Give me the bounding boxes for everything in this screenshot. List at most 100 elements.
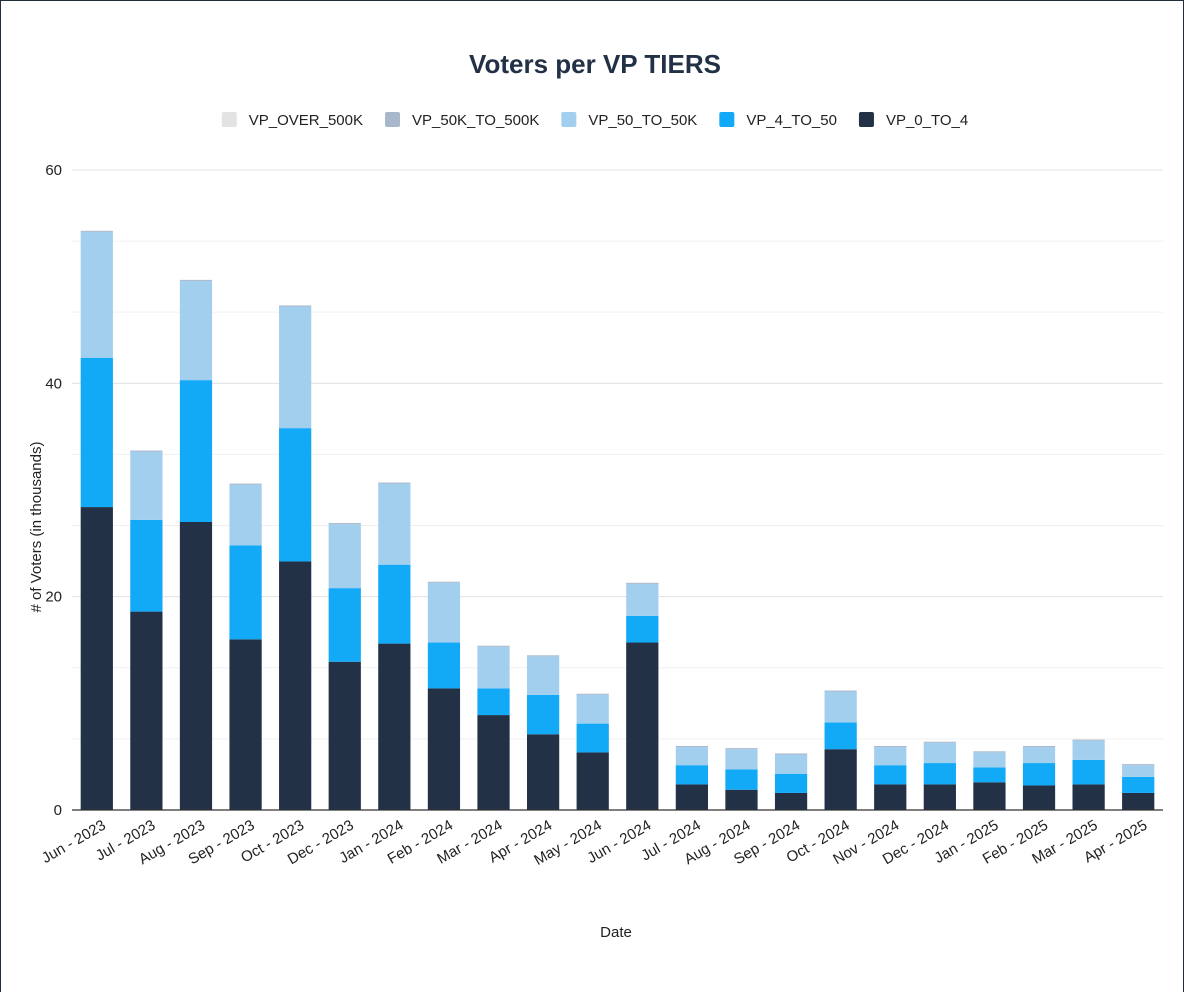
y-axis-title: # of Voters (in thousands) [28, 442, 45, 613]
bar-segment-vp-0-to-4[interactable] [576, 752, 609, 810]
bar-segment-vp-0-to-4[interactable] [378, 643, 411, 810]
bar-segment-vp-50k-to-500k[interactable] [378, 482, 411, 484]
bar-segment-vp-50-to-50k[interactable] [923, 742, 956, 764]
bar-segment-vp-0-to-4[interactable] [179, 522, 213, 810]
bar-segment-vp-50k-to-500k[interactable] [80, 230, 113, 232]
legend-label: VP_50K_TO_500K [412, 112, 539, 129]
bar-segment-vp-50-to-50k[interactable] [130, 451, 163, 520]
legend-item-vp-50-to-50k[interactable]: VP_50_TO_50K [561, 112, 697, 129]
bar-segment-vp-4-to-50[interactable] [328, 588, 361, 662]
bar-segment-vp-50k-to-500k[interactable] [1022, 746, 1056, 748]
bar-segment-vp-50k-to-500k[interactable] [526, 655, 560, 657]
bar-segment-vp-0-to-4[interactable] [477, 715, 510, 810]
bar-segment-vp-4-to-50[interactable] [675, 765, 709, 785]
legend-swatch [561, 112, 577, 127]
bar-segment-vp-0-to-4[interactable] [874, 784, 907, 810]
legend-item-vp-4-to-50[interactable]: VP_4_TO_50 [719, 112, 837, 129]
bar-segment-vp-50-to-50k[interactable] [229, 484, 262, 546]
legend-swatch [858, 112, 874, 127]
bar-segment-vp-50-to-50k[interactable] [1022, 747, 1056, 764]
bar-segment-vp-50k-to-500k[interactable] [725, 748, 758, 750]
bar-segment-vp-50k-to-500k[interactable] [1072, 739, 1105, 741]
bar-segment-vp-50k-to-500k[interactable] [477, 645, 510, 647]
bar-segment-vp-4-to-50[interactable] [973, 767, 1006, 783]
bar-segment-vp-50k-to-500k[interactable] [923, 741, 956, 743]
bar-segment-vp-4-to-50[interactable] [1122, 776, 1155, 793]
bar-segment-vp-50-to-50k[interactable] [725, 749, 758, 770]
bar-segment-vp-0-to-4[interactable] [1072, 784, 1105, 810]
bar-segment-vp-50-to-50k[interactable] [1122, 765, 1155, 777]
bar-segment-vp-0-to-4[interactable] [774, 792, 808, 810]
bar-segment-vp-50-to-50k[interactable] [526, 656, 560, 695]
bar-segment-vp-0-to-4[interactable] [229, 639, 262, 810]
bar-segment-vp-0-to-4[interactable] [725, 789, 758, 810]
bar-segment-vp-4-to-50[interactable] [1072, 759, 1105, 785]
bar-segment-vp-0-to-4[interactable] [130, 611, 163, 810]
bar-segment-vp-50-to-50k[interactable] [477, 646, 510, 689]
bar-segment-vp-50-to-50k[interactable] [973, 752, 1006, 768]
bar-segment-vp-50k-to-500k[interactable] [229, 483, 262, 485]
bar-segment-vp-4-to-50[interactable] [1022, 763, 1056, 786]
bar-segment-vp-4-to-50[interactable] [923, 763, 956, 785]
bar-segment-vp-4-to-50[interactable] [626, 615, 659, 643]
bar-segment-vp-4-to-50[interactable] [526, 694, 560, 735]
bar-segment-vp-50-to-50k[interactable] [279, 306, 312, 429]
bar-segment-vp-0-to-4[interactable] [427, 688, 461, 810]
bar-segment-vp-4-to-50[interactable] [80, 357, 113, 508]
bar-segment-vp-4-to-50[interactable] [427, 642, 461, 689]
bar-segment-vp-50-to-50k[interactable] [328, 524, 361, 589]
bar-segment-vp-50-to-50k[interactable] [1072, 740, 1105, 760]
legend-label: VP_4_TO_50 [746, 112, 837, 129]
bar-segment-vp-50-to-50k[interactable] [179, 280, 213, 381]
bar-segment-vp-50-to-50k[interactable] [626, 583, 659, 616]
y-tick-label: 60 [45, 162, 62, 179]
bar-segment-vp-50k-to-500k[interactable] [675, 746, 709, 748]
bar-segment-vp-50-to-50k[interactable] [675, 747, 709, 766]
bar-segment-vp-50-to-50k[interactable] [874, 747, 907, 766]
bar-segment-vp-4-to-50[interactable] [477, 688, 510, 716]
bar-segment-vp-50k-to-500k[interactable] [626, 582, 659, 584]
bar-segment-vp-4-to-50[interactable] [874, 765, 907, 785]
bar-segment-vp-4-to-50[interactable] [378, 564, 411, 644]
bar-segment-vp-4-to-50[interactable] [279, 428, 312, 562]
bar-segment-vp-50-to-50k[interactable] [427, 582, 461, 643]
legend-item-vp-50k-to-500k[interactable]: VP_50K_TO_500K [385, 112, 539, 129]
bar-segment-vp-0-to-4[interactable] [626, 642, 659, 810]
bar-segment-vp-50-to-50k[interactable] [824, 691, 857, 723]
bar-segment-vp-50k-to-500k[interactable] [774, 753, 808, 755]
bar-segment-vp-0-to-4[interactable] [80, 507, 113, 810]
legend-item-vp-over-500k[interactable]: VP_OVER_500K [221, 112, 363, 129]
bar-segment-vp-4-to-50[interactable] [774, 773, 808, 793]
bar-segment-vp-50k-to-500k[interactable] [279, 305, 312, 307]
bar-segment-vp-0-to-4[interactable] [279, 561, 312, 810]
bar-segment-vp-50k-to-500k[interactable] [1122, 764, 1155, 766]
bar-segment-vp-4-to-50[interactable] [229, 545, 262, 640]
bar-segment-vp-50k-to-500k[interactable] [973, 751, 1006, 753]
bar-segment-vp-0-to-4[interactable] [526, 734, 560, 810]
bar-segment-vp-50-to-50k[interactable] [774, 754, 808, 774]
bar-segment-vp-50-to-50k[interactable] [80, 231, 113, 358]
bar-segment-vp-4-to-50[interactable] [576, 723, 609, 753]
legend-item-vp-0-to-4[interactable]: VP_0_TO_4 [858, 112, 968, 129]
bar-segment-vp-0-to-4[interactable] [675, 784, 709, 810]
bar-segment-vp-50k-to-500k[interactable] [328, 523, 361, 525]
bar-segment-vp-0-to-4[interactable] [1022, 785, 1056, 810]
bar-segment-vp-0-to-4[interactable] [1122, 792, 1155, 810]
bar-segment-vp-4-to-50[interactable] [179, 380, 213, 522]
bar-segment-vp-50k-to-500k[interactable] [874, 746, 907, 748]
legend: VP_OVER_500K VP_50K_TO_500K VP_50_TO_50K VP… [221, 112, 968, 129]
bar-segment-vp-50k-to-500k[interactable] [824, 690, 857, 692]
bar-segment-vp-50k-to-500k[interactable] [576, 693, 609, 695]
bar-segment-vp-0-to-4[interactable] [973, 782, 1006, 810]
bar-segment-vp-50k-to-500k[interactable] [130, 450, 163, 452]
bar-segment-vp-50k-to-500k[interactable] [179, 279, 213, 281]
bar-segment-vp-50k-to-500k[interactable] [427, 581, 461, 583]
bar-segment-vp-50-to-50k[interactable] [576, 694, 609, 724]
bar-segment-vp-0-to-4[interactable] [328, 661, 361, 810]
bar-segment-vp-4-to-50[interactable] [130, 519, 163, 612]
bar-segment-vp-0-to-4[interactable] [923, 784, 956, 810]
bar-segment-vp-0-to-4[interactable] [824, 749, 857, 810]
bar-segment-vp-4-to-50[interactable] [824, 722, 857, 750]
bar-segment-vp-50-to-50k[interactable] [378, 483, 411, 565]
bar-segment-vp-4-to-50[interactable] [725, 769, 758, 790]
